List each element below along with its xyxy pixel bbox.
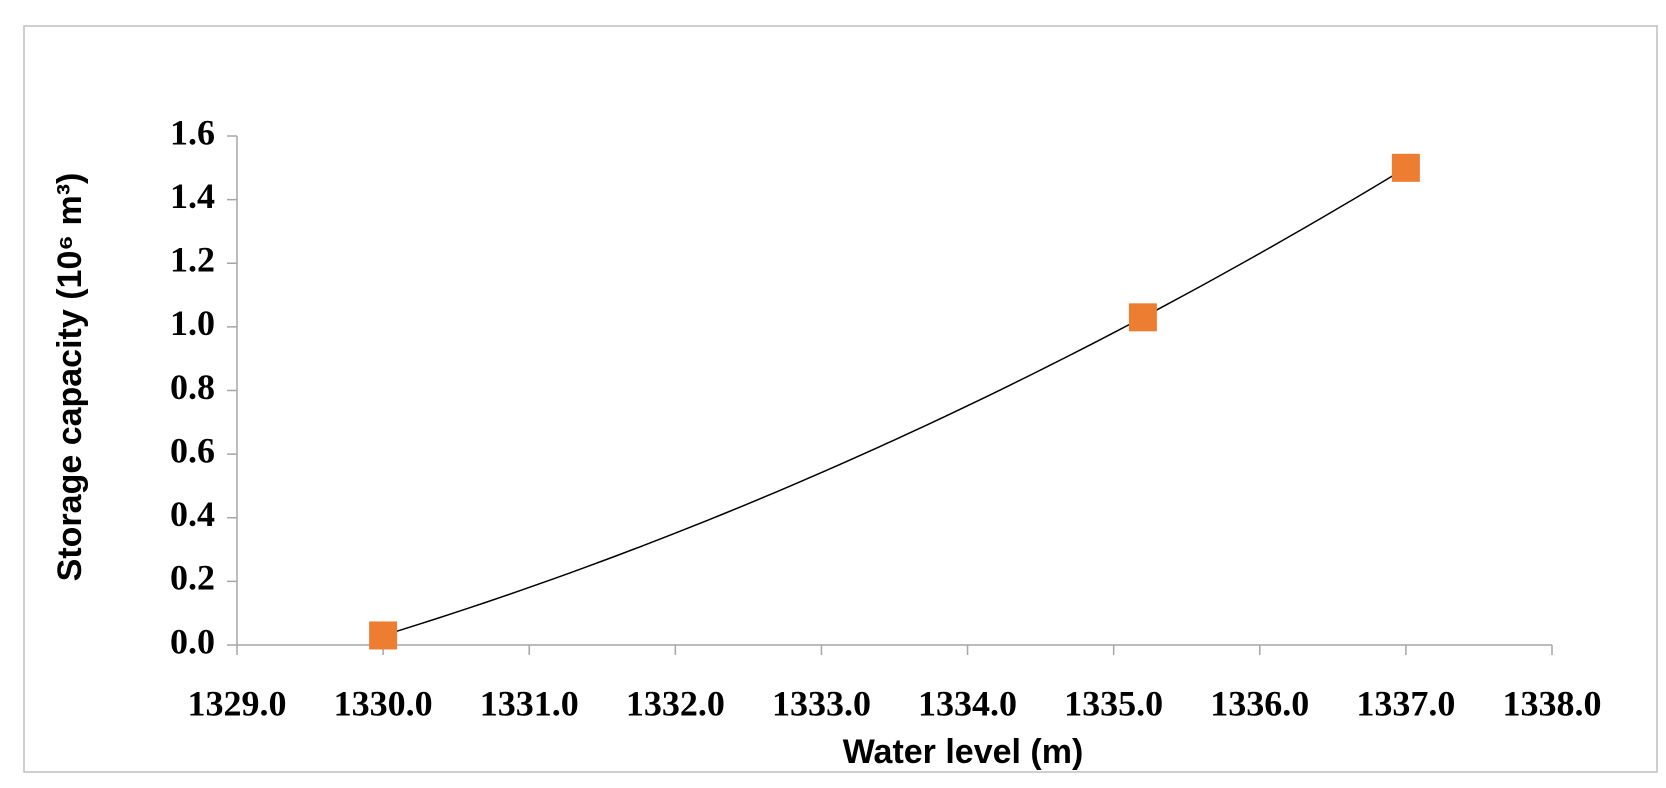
y-tick-label: 0.0 [170, 621, 215, 661]
point [1391, 153, 1420, 182]
trendline [382, 167, 1407, 637]
y-tick-label: 0.4 [170, 494, 215, 534]
chart-border [23, 25, 1658, 773]
y-tick-label: 1.4 [170, 176, 215, 216]
y-tick-label: 0.2 [170, 558, 215, 598]
x-tick-label: 1334.0 [918, 683, 1017, 723]
x-tick-label: 1335.0 [1064, 683, 1163, 723]
y-tick-label: 1.6 [170, 112, 215, 152]
x-tick-label: 1329.0 [188, 683, 287, 723]
x-tick-label: 1337.0 [1356, 683, 1455, 723]
x-tick-label: 1338.0 [1503, 683, 1602, 723]
point [1128, 303, 1157, 332]
y-tick-label: 0.8 [170, 367, 215, 407]
y-axis-label: Storage capacity (10⁶ m³) [51, 173, 89, 582]
x-tick-label: 1330.0 [334, 683, 433, 723]
y-tick-label: 0.6 [170, 430, 215, 470]
x-tick-label: 1332.0 [626, 683, 725, 723]
y-tick-label: 1.0 [170, 303, 215, 343]
x-tick-label: 1336.0 [1210, 683, 1309, 723]
x-axis-label: Water level (m) [843, 733, 1084, 771]
x-tick-label: 1333.0 [772, 683, 871, 723]
x-tick-label: 1331.0 [480, 683, 579, 723]
y-tick-label: 1.2 [170, 240, 215, 280]
point [369, 621, 398, 650]
